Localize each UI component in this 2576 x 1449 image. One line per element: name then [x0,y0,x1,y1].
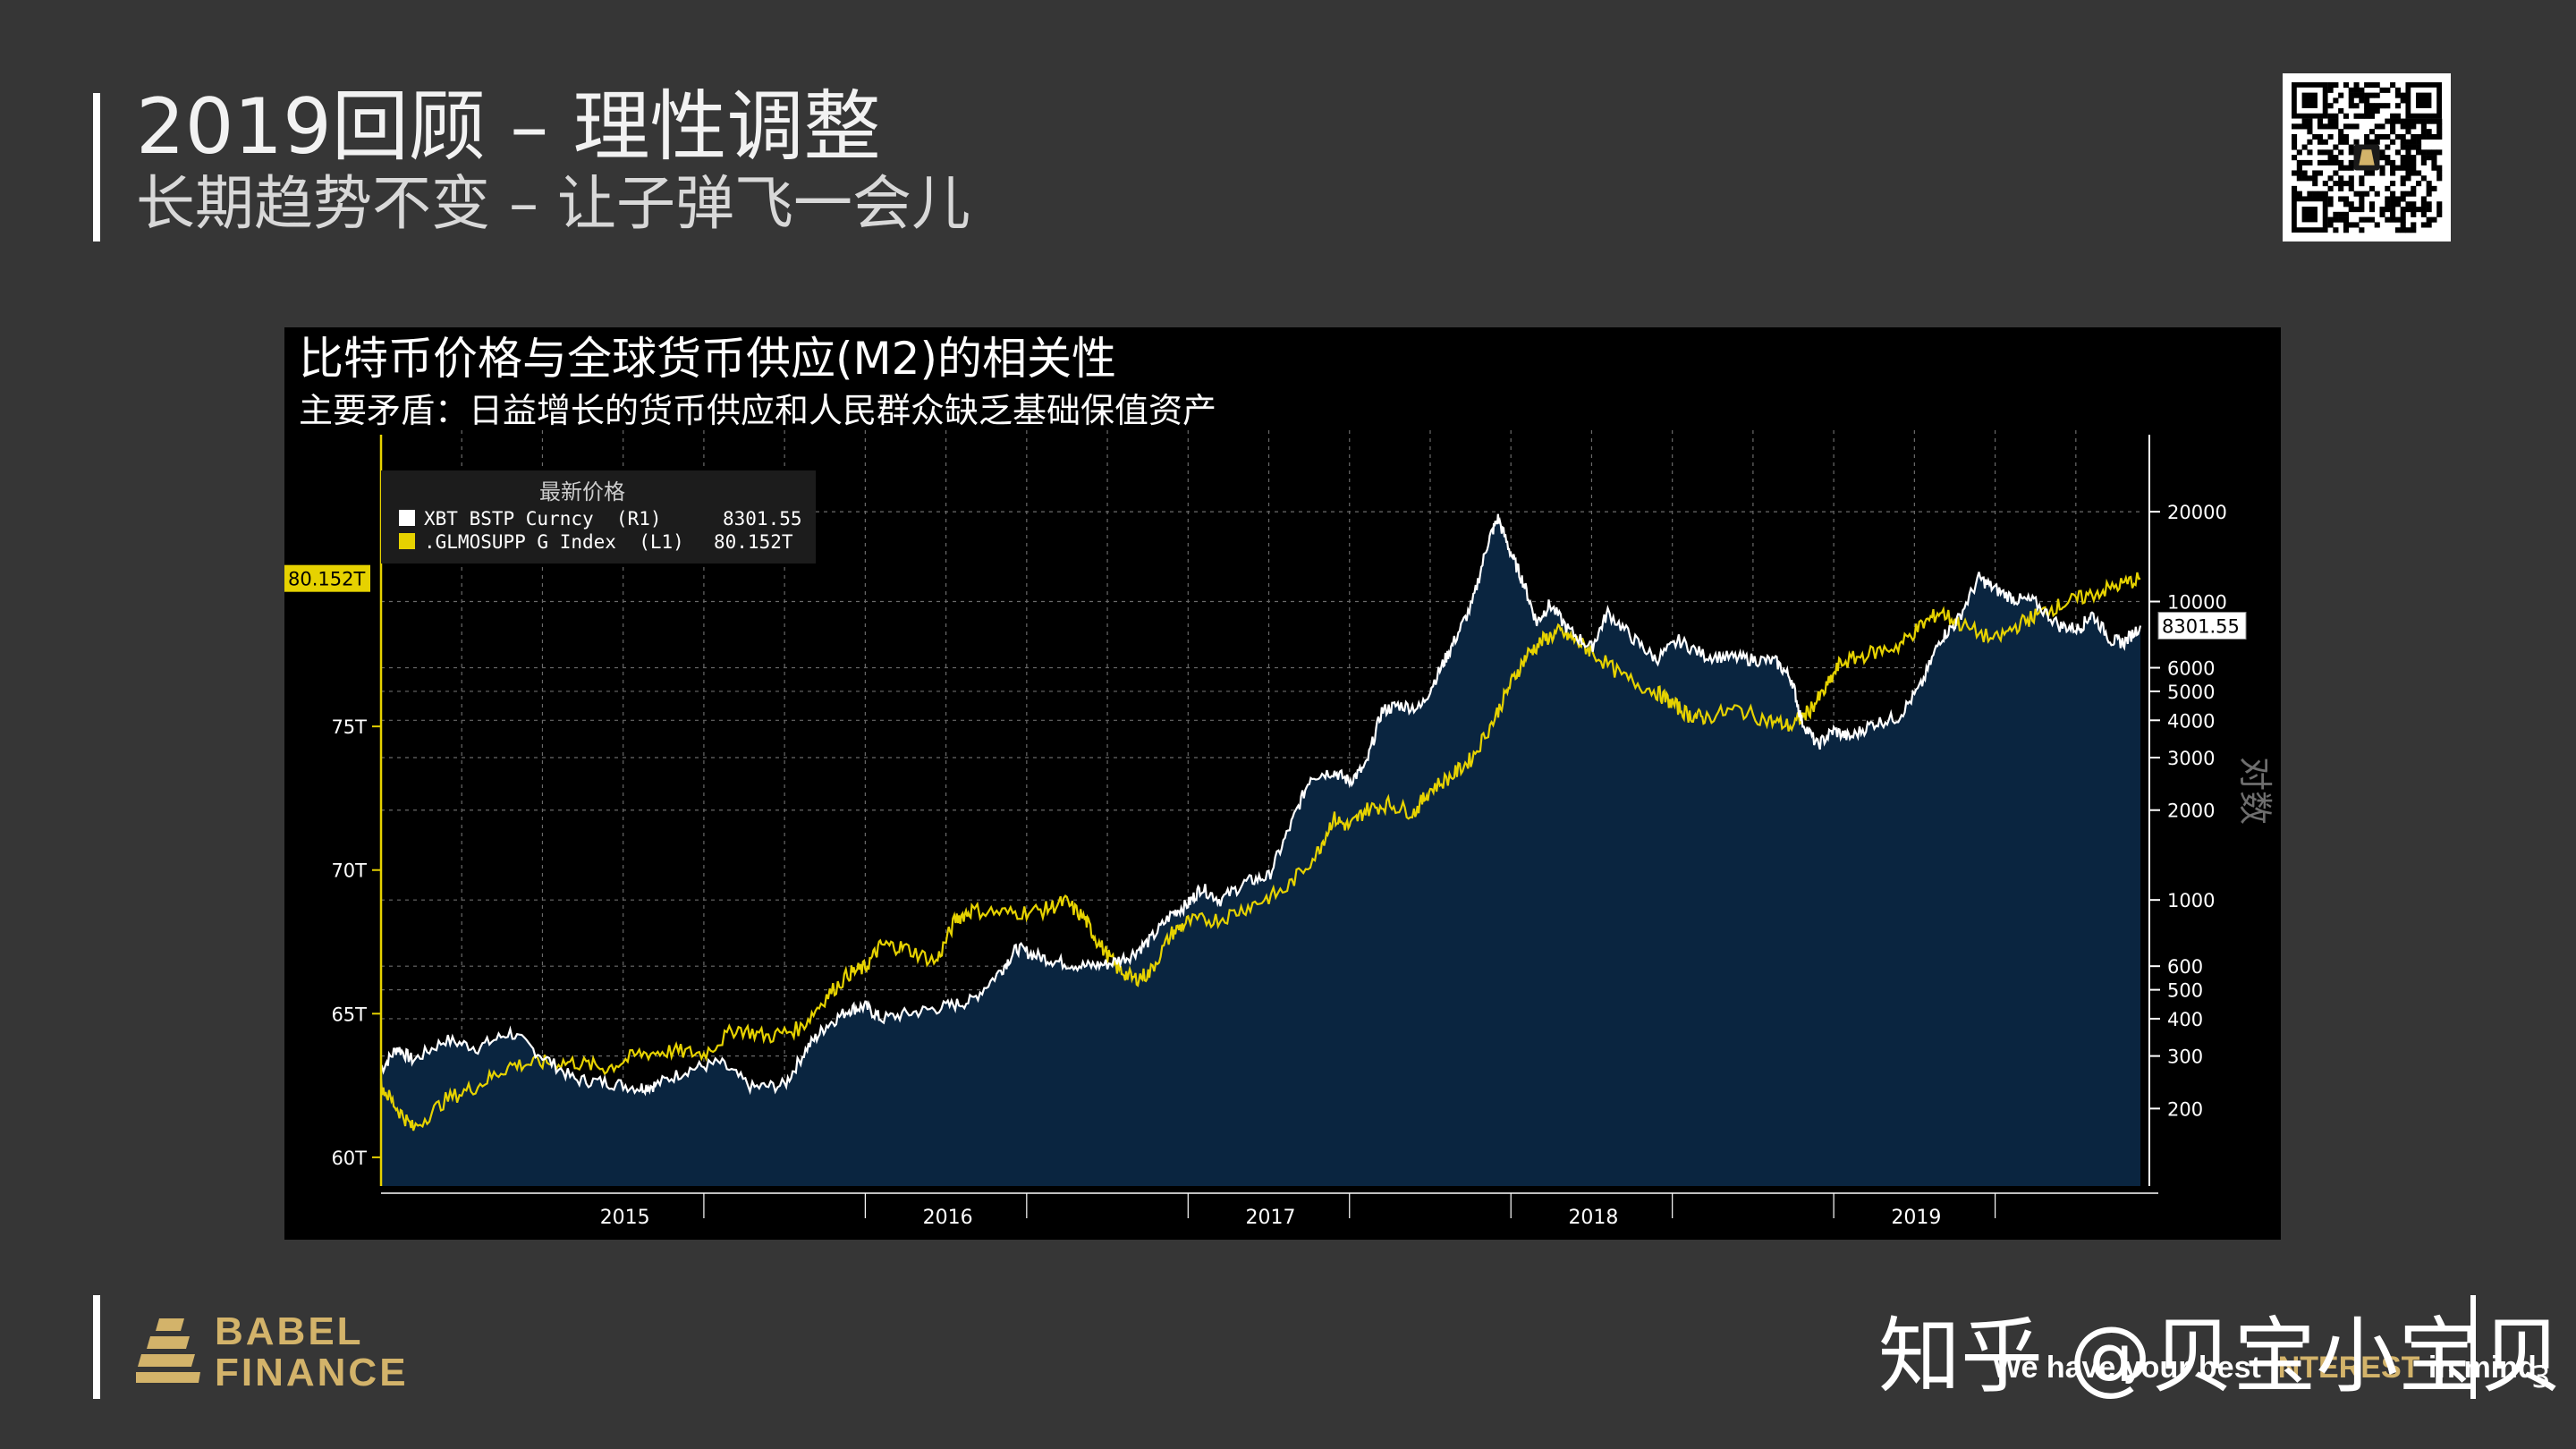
left-tick-label: 65T [331,1004,367,1025]
footer-accent-bar [93,1295,100,1399]
x-tick-label: 2017 [1246,1207,1296,1229]
title-accent-bar [93,93,100,242]
x-tick-label: 2016 [923,1207,973,1229]
right-last-value-tag: 8301.55 [2158,612,2246,639]
right-tick-label: 200 [2167,1098,2203,1120]
chart-title: 比特币价格与全球货币供应(M2)的相关性 [299,333,1116,385]
left-last-value-tag: 80.152T [284,565,370,592]
right-tick-label: 1000 [2167,890,2215,911]
x-tick-label: 2018 [1568,1207,1618,1229]
chart-svg: 比特币价格与全球货币供应(M2)的相关性 主要矛盾：日益增长的货币供应和人民群众… [284,327,2281,1240]
m2-last-value-label: 80.152T [288,569,365,590]
right-tick-label: 3000 [2167,748,2215,769]
right-tick-label: 400 [2167,1009,2203,1030]
legend-swatch-xbt [399,510,415,526]
brand-line-2: FINANCE [215,1352,409,1394]
left-tick-label: 70T [331,860,367,882]
right-tick-label: 2000 [2167,801,2215,822]
left-tick-label: 75T [331,716,367,738]
page-subtitle: 长期趋势不变 – 让子弹飞一会儿 [136,168,970,240]
right-tick-label: 4000 [2167,710,2215,732]
page-number: 3 [2531,1360,2551,1395]
chart-subtitle: 主要矛盾：日益增长的货币供应和人民群众缺乏基础保值资产 [299,391,1216,430]
chart-legend: 最新价格 XBT BSTP Curncy (R1) 8301.55 .GLMOS… [381,470,816,564]
xbt-area-fill [381,514,2140,1186]
right-tick-label: 5000 [2167,682,2215,703]
right-tick-label: 300 [2167,1046,2203,1068]
xbt-last-value-label: 8301.55 [2162,615,2240,637]
legend-title: 最新价格 [539,479,625,504]
legend-value-xbt: 8301.55 [723,508,802,530]
right-accent-bar [2470,1295,2476,1399]
brand-name: BABEL FINANCE [215,1311,409,1394]
right-tick-label: 500 [2167,980,2203,1002]
page-title: 2019回顾 – 理性调整 [136,82,881,172]
right-tick-label: 20000 [2167,502,2227,523]
x-tick-label: 2015 [600,1207,650,1229]
legend-label-xbt: XBT BSTP Curncy (R1) [424,508,662,530]
right-tick-label: 10000 [2167,592,2227,614]
right-tick-label: 600 [2167,956,2203,978]
x-tick-label: 2019 [1891,1207,1941,1229]
legend-label-m2: .GLMOSUPP G Index (L1) [424,531,684,553]
zhihu-watermark: 知乎 @贝宝小宝贝 [1878,1290,2563,1409]
chart-panel: 比特币价格与全球货币供应(M2)的相关性 主要矛盾：日益增长的货币供应和人民群众… [284,327,2281,1240]
legend-swatch-m2 [399,533,415,549]
qr-code [2283,73,2451,242]
left-tick-label: 60T [331,1148,367,1169]
legend-value-m2: 80.152T [714,531,793,553]
right-tick-label: 6000 [2167,658,2215,680]
log-axis-label: 对数 [2235,757,2275,825]
brand-line-1: BABEL [215,1311,409,1352]
